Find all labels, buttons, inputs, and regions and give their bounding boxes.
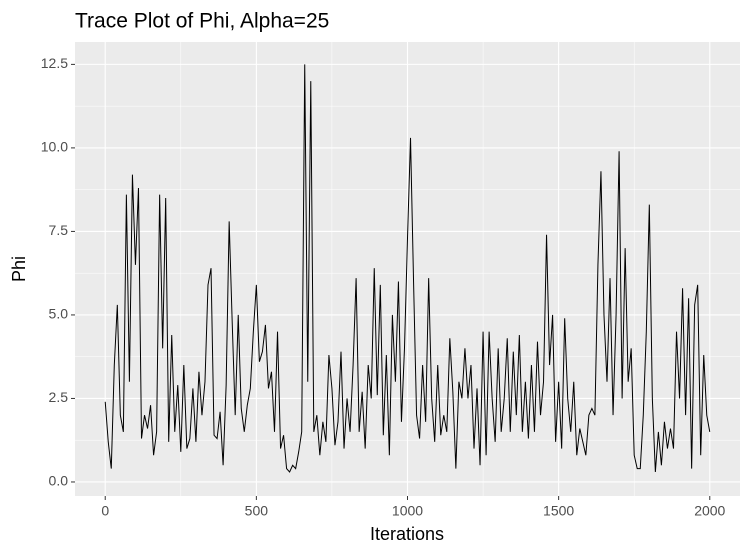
x-tick-label: 500 [245,503,269,519]
y-tick-label: 10.0 [41,139,68,155]
y-tick-label: 0.0 [49,473,69,489]
y-tick-label: 7.5 [49,222,69,238]
y-tick-label: 12.5 [41,55,68,71]
y-tick-label: 5.0 [49,306,69,322]
x-tick-label: 0 [101,503,109,519]
trace-line [104,64,711,473]
x-tick-label: 2000 [694,503,725,519]
y-tick-label: 2.5 [49,389,69,405]
chart-title: Trace Plot of Phi, Alpha=25 [75,10,329,33]
x-axis-label: Iterations [370,524,444,544]
y-axis-label: Phi [9,256,29,282]
x-tick-label: 1500 [543,503,574,519]
x-tick-label: 1000 [392,503,423,519]
